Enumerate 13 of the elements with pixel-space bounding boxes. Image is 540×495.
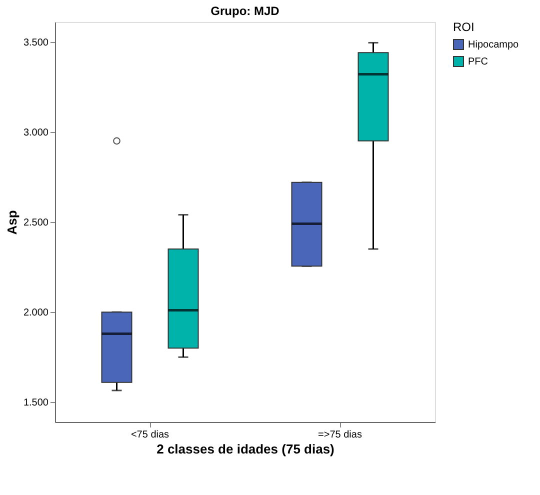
y-axis-title: Asp	[4, 210, 20, 235]
x-tick-label: =>75 dias	[318, 430, 362, 440]
legend-label: PFC	[468, 56, 488, 68]
y-tick-label: 2.500	[23, 218, 49, 228]
legend-title: ROI	[453, 20, 474, 34]
y-tick-label: 3.500	[23, 37, 49, 48]
legend-label: Hipocampo	[468, 40, 520, 50]
x-tick-label: <75 dias	[130, 430, 170, 440]
y-tick-label: 2.000	[23, 308, 49, 319]
y-tick-label: 3.000	[23, 127, 49, 138]
y-tick-label: 1.500	[23, 398, 49, 409]
chart-title: Grupo: MJD	[210, 4, 280, 18]
x-axis-title: 2 classes de idades (75 dias)	[156, 442, 334, 456]
